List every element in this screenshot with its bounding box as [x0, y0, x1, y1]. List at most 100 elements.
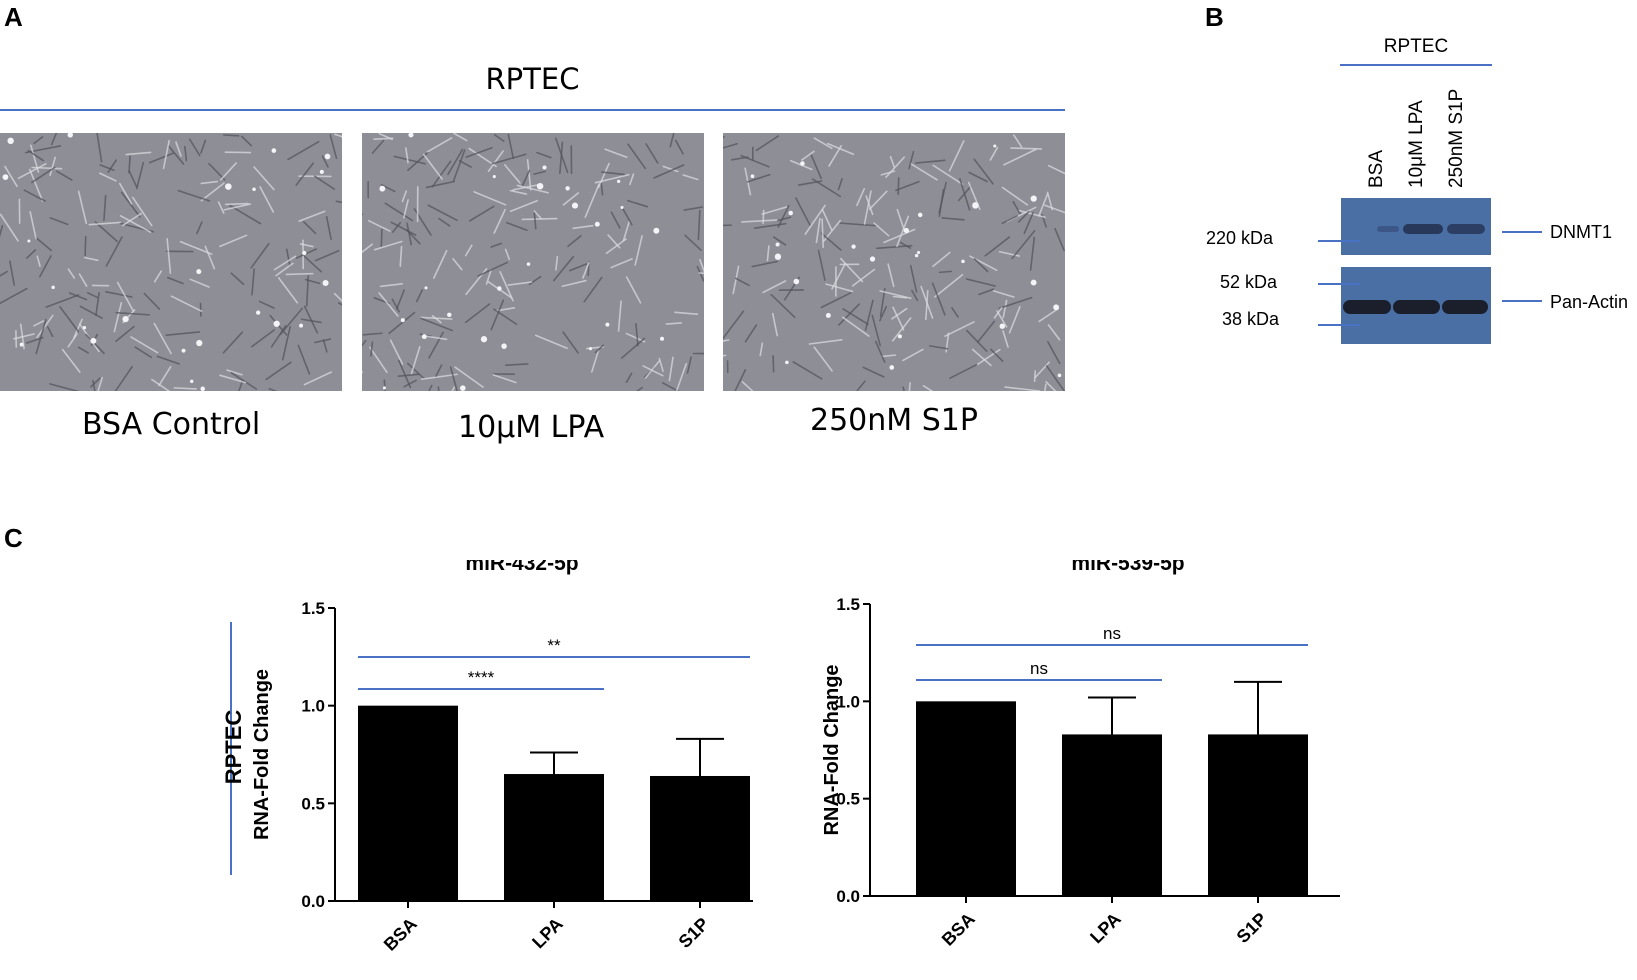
cell-streak: [585, 184, 599, 217]
cell-streak: [1035, 371, 1036, 381]
cell-streak: [205, 246, 214, 268]
significance-label: ns: [1030, 659, 1048, 678]
cell-streak: [891, 157, 895, 167]
cell-streak: [623, 209, 632, 225]
micrograph-s1p: [723, 133, 1065, 391]
cell-streak: [95, 222, 117, 241]
cell-streak: [822, 233, 841, 250]
cell-streak: [698, 211, 699, 240]
cell-streak: [522, 219, 556, 220]
panel-c-letter: C: [4, 523, 23, 554]
cell-streak: [771, 295, 794, 318]
cell-body: [323, 280, 329, 286]
cell-streak: [316, 251, 339, 261]
cell-streak: [1012, 231, 1034, 258]
cell-streak: [723, 311, 743, 339]
cell-streak: [252, 269, 254, 295]
cell-streak: [68, 334, 77, 347]
cell-streak: [220, 235, 247, 246]
cell-streak: [454, 133, 467, 140]
cell-body: [660, 337, 664, 341]
cell-streak: [888, 264, 894, 286]
cell-streak: [422, 386, 432, 391]
cell-streak: [1011, 148, 1041, 149]
cell-streak: [688, 357, 692, 373]
cell-streak: [494, 210, 505, 233]
cell-streak: [46, 295, 78, 307]
cell-streak: [381, 284, 403, 287]
cell-streak: [123, 214, 141, 226]
cell-streak: [675, 364, 686, 391]
cell-streak: [171, 296, 201, 311]
cell-streak: [474, 192, 505, 205]
cell-streak: [960, 179, 970, 210]
bar-lpa: [504, 774, 604, 901]
cell-streak: [1005, 387, 1040, 391]
cell-streak: [100, 173, 116, 181]
cell-streak: [373, 141, 384, 153]
cell-streak: [908, 383, 910, 391]
cell-streak: [755, 224, 786, 228]
cell-streak: [24, 190, 45, 201]
cell-streak: [1043, 384, 1046, 391]
cell-streak: [843, 317, 869, 336]
cell-streak: [573, 226, 593, 229]
cell-streak: [952, 308, 958, 317]
cell-streak: [157, 356, 179, 364]
cell-streak: [305, 372, 332, 384]
cell-streak: [167, 239, 170, 273]
cell-body: [182, 349, 186, 353]
cell-streak: [427, 138, 451, 152]
cell-body: [424, 286, 427, 289]
cell-body: [497, 286, 501, 290]
cell-body: [572, 203, 578, 209]
cell-body: [776, 242, 780, 246]
cell-body: [379, 186, 385, 192]
cell-streak: [793, 362, 821, 379]
cell-body: [537, 183, 544, 190]
cell-body: [789, 211, 793, 215]
cell-streak: [385, 203, 412, 220]
cell-streak: [402, 191, 406, 201]
significance-label: ****: [468, 668, 495, 687]
cell-streak: [242, 136, 251, 145]
panel-a-letter: A: [4, 2, 23, 33]
blot-dnmt1: [1341, 198, 1491, 255]
cell-streak: [852, 381, 865, 391]
cell-streak: [302, 254, 321, 271]
cell-streak: [746, 325, 757, 342]
cell-streak: [89, 222, 120, 224]
cell-streak: [568, 236, 581, 246]
cell-body: [122, 316, 128, 322]
cell-streak: [231, 273, 243, 284]
cell-body: [961, 260, 965, 264]
cell-streak: [967, 279, 995, 286]
panel-b-divider: [1340, 64, 1492, 66]
cell-streak: [1031, 238, 1035, 270]
cell-streak: [670, 133, 673, 146]
cell-streak: [201, 140, 206, 153]
cell-streak: [144, 294, 159, 309]
cell-streak: [507, 223, 527, 231]
cell-streak: [676, 140, 683, 153]
cell-streak: [159, 367, 171, 386]
cell-streak: [269, 389, 290, 391]
micrograph-texture: [362, 133, 704, 391]
cell-streak: [896, 182, 919, 191]
cell-streak: [185, 147, 187, 161]
cell-streak: [1010, 307, 1020, 333]
cell-streak: [536, 335, 567, 348]
cell-streak: [404, 200, 408, 218]
cell-streak: [375, 242, 402, 250]
cell-streak: [176, 142, 181, 156]
cell-streak: [773, 314, 777, 336]
cell-body: [898, 334, 902, 338]
band-dnmt1-tick: [1502, 231, 1542, 233]
cell-streak: [362, 244, 372, 264]
cell-streak: [723, 137, 724, 153]
cell-body: [605, 323, 609, 327]
cell-streak: [279, 278, 298, 303]
cell-body: [302, 251, 306, 255]
micrograph-bsa-control: [0, 133, 342, 391]
cell-streak: [666, 323, 681, 324]
